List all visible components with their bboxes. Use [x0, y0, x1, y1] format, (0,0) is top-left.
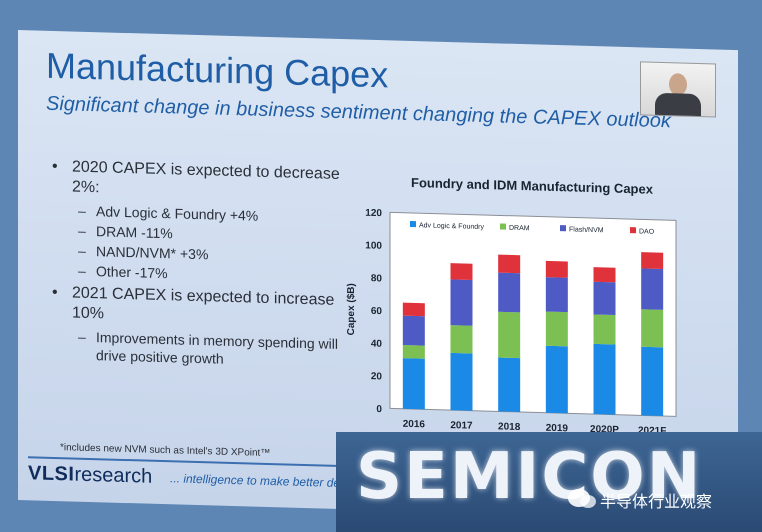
- bar-segment: [450, 325, 473, 354]
- legend-entry: DAO: [639, 228, 655, 235]
- bar-segment: [641, 268, 664, 310]
- y-tick-label: 60: [371, 306, 383, 317]
- slide-title: Manufacturing Capex: [46, 44, 389, 96]
- y-tick-label: 100: [365, 240, 382, 251]
- sub-bullet-text: Other -17%: [96, 263, 168, 282]
- x-tick-label: 2019: [546, 423, 569, 435]
- bar-segment: [593, 343, 616, 415]
- bullet-2020: • 2020 CAPEX is expected to decrease 2%:: [52, 157, 342, 205]
- watermark: 半导体行业观察: [562, 484, 752, 514]
- dash-icon: –: [78, 262, 86, 279]
- bullet-2021-text: 2021 CAPEX is expected to increase 10%: [72, 284, 335, 323]
- bar-segment: [402, 345, 425, 359]
- dash-icon: –: [78, 328, 86, 345]
- bar-segment: [641, 309, 664, 348]
- plot-area: [389, 211, 677, 417]
- logo-vlsi: VLSI: [28, 462, 75, 486]
- dash-icon: –: [78, 202, 86, 219]
- bar-segment: [593, 314, 616, 345]
- bar-segment: [498, 311, 521, 359]
- tagline: ... intelligence to make better deci: [170, 471, 349, 491]
- bullet-dot-icon: •: [52, 283, 58, 302]
- presenter-body: [655, 92, 701, 118]
- semicon-word: SEMICON: [356, 440, 703, 514]
- legend-swatch: [410, 220, 416, 228]
- bar-segment: [641, 346, 664, 417]
- bullet-2021: • 2021 CAPEX is expected to increase 10%: [52, 283, 342, 331]
- y-tick-label: 120: [365, 208, 382, 219]
- bar-segment: [498, 357, 521, 413]
- semicon-banner: SEMICON: [336, 432, 762, 532]
- sub-bullet-text: DRAM -11%: [96, 223, 173, 242]
- presentation-slide: Manufacturing Capex Significant change i…: [18, 30, 738, 521]
- y-tick-label: 20: [371, 371, 383, 382]
- x-tick-label: 2017: [450, 420, 473, 432]
- watermark-text: 半导体行业观察: [600, 492, 713, 511]
- x-tick-label: 2021F: [638, 425, 666, 437]
- bar-segment: [545, 311, 568, 347]
- bar-segment: [545, 260, 568, 278]
- x-tick-label: 2018: [498, 421, 521, 433]
- legend-entry: DRAM: [509, 225, 530, 233]
- sub-bullet-text: Improvements in memory spending will dri…: [96, 329, 338, 367]
- bar-segment: [545, 277, 568, 313]
- logo-research: research: [74, 463, 153, 488]
- bullet-2020-text: 2020 CAPEX is expected to decrease 2%:: [72, 158, 340, 197]
- bar-segment: [450, 279, 473, 326]
- y-tick-label: 80: [371, 273, 383, 284]
- legend-swatch: [630, 227, 636, 234]
- legend-entry: Adv Logic & Foundry: [419, 222, 484, 231]
- sub-bullet-text: Adv Logic & Foundry +4%: [96, 203, 259, 224]
- presenter-webcam-thumbnail[interactable]: [640, 61, 716, 118]
- bar-segment: [450, 352, 473, 411]
- y-tick-label: 40: [371, 339, 383, 350]
- bar-segment: [593, 267, 616, 283]
- wechat-icon-bubble: [580, 495, 596, 508]
- footnote: *includes new NVM such as Intel's 3D XPo…: [60, 442, 271, 460]
- dash-icon: –: [78, 222, 86, 239]
- bar-segment: [641, 252, 664, 270]
- bar-segment: [402, 315, 425, 346]
- bullet-list: • 2020 CAPEX is expected to decrease 2%:…: [52, 157, 342, 373]
- bar-segment: [402, 358, 425, 410]
- capex-stacked-bar-chart: Foundry and IDM Manufacturing Capex 0 20 40…: [346, 175, 677, 448]
- bar-segment: [450, 263, 473, 281]
- bar-segment: [545, 345, 568, 414]
- bullet-dot-icon: •: [52, 157, 58, 176]
- bar-segment: [498, 272, 521, 313]
- y-axis-label: Capex ($B): [346, 283, 357, 336]
- bar-segment: [402, 302, 425, 317]
- sub-bullet: – Improvements in memory spending will dr…: [52, 327, 342, 371]
- bar-segment: [593, 281, 616, 316]
- slide-subtitle: Significant change in business sentiment…: [46, 92, 671, 133]
- legend-swatch: [560, 225, 566, 232]
- dash-icon: –: [78, 242, 86, 259]
- x-tick-label: 2016: [403, 419, 426, 431]
- y-tick-label: 0: [376, 404, 382, 415]
- legend-swatch: [500, 223, 506, 230]
- vlsi-research-logo: VLSIresearch: [28, 462, 152, 488]
- chart-title: Foundry and IDM Manufacturing Capex: [411, 175, 654, 197]
- x-tick-label: 2020P: [590, 424, 619, 436]
- sub-bullet-text: NAND/NVM* +3%: [96, 243, 209, 263]
- legend-entry: Flash/NVM: [569, 226, 604, 234]
- bar-segment: [498, 254, 521, 274]
